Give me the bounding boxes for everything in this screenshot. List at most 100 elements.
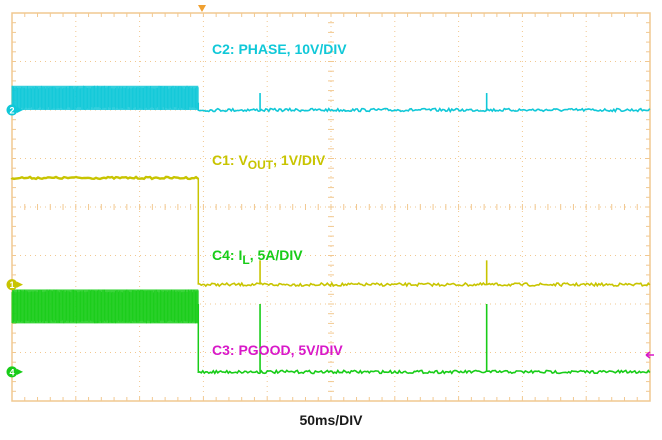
trace-label-c1: C1: VOUT, 1V/DIV	[212, 152, 326, 172]
grid-dot	[75, 261, 77, 262]
grid-dot	[330, 231, 332, 232]
grid-dot	[458, 236, 460, 237]
grid-dot	[315, 255, 316, 256]
grid-dot	[350, 352, 351, 353]
grid-dot	[395, 61, 396, 62]
grid-dot	[75, 231, 77, 232]
grid-dot	[75, 76, 77, 77]
grid-dot	[400, 352, 401, 353]
grid-dot	[75, 351, 77, 352]
grid-dot	[520, 303, 521, 305]
grid-dot	[480, 255, 481, 256]
grid-dot	[458, 336, 460, 337]
grid-dot	[380, 255, 381, 256]
grid-dot	[505, 158, 506, 159]
trace-c1	[10, 175, 651, 288]
grid-dot	[521, 336, 523, 337]
grid-dot	[280, 255, 281, 256]
grid-dot	[625, 255, 626, 256]
grid-dot	[45, 206, 46, 208]
grid-dot	[370, 158, 371, 159]
grid-dot	[480, 109, 481, 111]
grid-dot	[75, 251, 77, 252]
grid-dot	[75, 158, 76, 159]
grid-dot	[595, 61, 596, 62]
grid-dot	[635, 352, 636, 353]
grid-dot	[435, 255, 436, 256]
grid-dot	[266, 66, 268, 67]
grid-dot	[640, 255, 641, 256]
grid-dot	[202, 356, 204, 357]
grid-dot	[266, 141, 268, 142]
grid-dot	[394, 271, 396, 272]
grid-dot	[170, 158, 171, 159]
grid-dot	[139, 261, 141, 262]
grid-dot	[245, 303, 246, 305]
grid-dot	[266, 131, 268, 132]
grid-dot	[35, 352, 36, 353]
grid-dot	[266, 211, 268, 212]
grid-dot	[555, 303, 556, 305]
grid-dot	[266, 331, 268, 332]
grid-dot	[330, 116, 332, 117]
grid-dot	[565, 255, 566, 256]
grid-dot	[310, 303, 311, 305]
grid-dot	[139, 51, 141, 52]
grid-dot	[202, 366, 204, 367]
grid-dot	[270, 255, 271, 256]
grid-dot	[390, 206, 391, 208]
grid-dot	[575, 303, 576, 305]
grid-dot	[585, 286, 587, 287]
grid-dot	[630, 255, 631, 256]
grid-dot	[525, 158, 526, 159]
grid-dot	[305, 61, 306, 62]
grid-dot	[585, 381, 587, 382]
grid-dot	[458, 46, 460, 47]
grid-dot	[265, 352, 266, 353]
grid-dot	[135, 61, 136, 62]
grid-dot	[585, 316, 587, 317]
grid-dot	[130, 206, 131, 208]
grid-dot	[202, 201, 204, 202]
grid-dot	[410, 303, 411, 305]
grid-dot	[375, 206, 376, 208]
grid-dot	[420, 61, 421, 62]
switching-strokes	[11, 85, 199, 110]
grid-dot	[266, 386, 268, 387]
grid-dot	[580, 158, 581, 159]
grid-dot	[40, 61, 41, 62]
grid-dot	[375, 352, 376, 353]
grid-dot	[585, 156, 587, 157]
grid-dot	[521, 46, 523, 47]
grid-dot	[270, 206, 271, 208]
grid-dot	[266, 51, 268, 52]
grid-dot	[458, 101, 460, 102]
grid-dot	[300, 206, 301, 208]
grid-dot	[205, 255, 206, 256]
grid-dot	[55, 61, 56, 62]
grid-dot	[135, 255, 136, 256]
grid-dot	[110, 255, 111, 256]
grid-dot	[445, 255, 446, 256]
grid-dot	[266, 71, 268, 72]
grid-dot	[150, 61, 151, 62]
grid-dot	[139, 381, 141, 382]
grid-dot	[266, 166, 268, 167]
grid-dot	[394, 306, 396, 307]
grid-dot	[202, 266, 204, 267]
grid-dot	[458, 366, 460, 367]
grid-dot	[521, 81, 523, 82]
grid-dot	[345, 303, 346, 305]
grid-dot	[394, 116, 396, 117]
grid-dot	[55, 206, 56, 208]
grid-dot	[458, 61, 460, 62]
grid-dot	[170, 352, 171, 353]
grid-dot	[595, 206, 596, 208]
grid-dot	[458, 91, 460, 92]
ground-markers: 2143	[6, 104, 23, 378]
grid-dot	[521, 196, 523, 197]
grid-dot	[458, 331, 460, 332]
grid-dot	[139, 326, 141, 327]
grid-dot	[395, 255, 396, 256]
grid-dot	[530, 255, 531, 256]
